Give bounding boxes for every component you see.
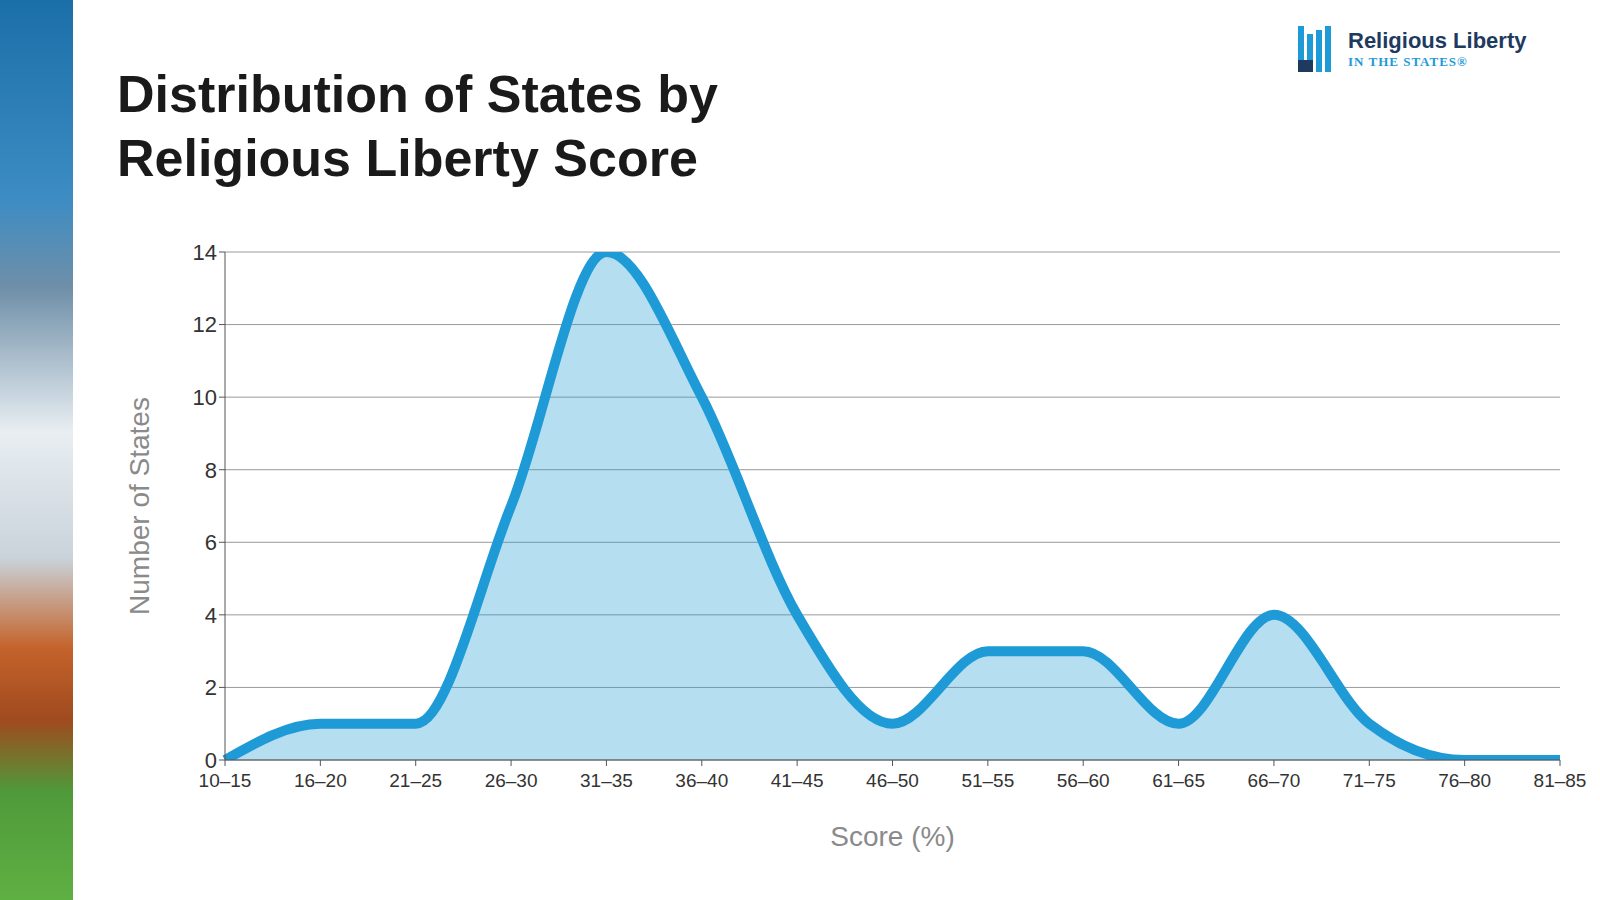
svg-text:81–85: 81–85 — [1534, 770, 1587, 791]
svg-text:56–60: 56–60 — [1057, 770, 1110, 791]
svg-text:Score (%): Score (%) — [830, 821, 954, 852]
svg-text:16–20: 16–20 — [294, 770, 347, 791]
svg-text:46–50: 46–50 — [866, 770, 919, 791]
svg-text:41–45: 41–45 — [771, 770, 824, 791]
svg-text:12: 12 — [193, 312, 217, 337]
svg-text:Number of States: Number of States — [124, 397, 155, 615]
html-text:IN THE STATES®: IN THE STATES® — [1348, 54, 1468, 69]
html-text:Religious Liberty: Religious Liberty — [1348, 28, 1527, 53]
svg-text:14: 14 — [193, 240, 217, 265]
svg-text:0: 0 — [205, 748, 217, 773]
svg-text:36–40: 36–40 — [675, 770, 728, 791]
svg-text:21–25: 21–25 — [389, 770, 442, 791]
svg-text:51–55: 51–55 — [961, 770, 1014, 791]
svg-text:10–15: 10–15 — [199, 770, 252, 791]
svg-text:76–80: 76–80 — [1438, 770, 1491, 791]
svg-text:6: 6 — [205, 530, 217, 555]
svg-text:71–75: 71–75 — [1343, 770, 1396, 791]
svg-text:66–70: 66–70 — [1248, 770, 1301, 791]
svg-text:4: 4 — [205, 603, 217, 628]
svg-text:61–65: 61–65 — [1152, 770, 1205, 791]
svg-text:10: 10 — [193, 385, 217, 410]
html-text:Distribution of States by Reli: Distribution of States by Religious Libe… — [117, 65, 718, 187]
svg-text:8: 8 — [205, 458, 217, 483]
svg-text:2: 2 — [205, 675, 217, 700]
svg-text:26–30: 26–30 — [485, 770, 538, 791]
svg-text:31–35: 31–35 — [580, 770, 633, 791]
